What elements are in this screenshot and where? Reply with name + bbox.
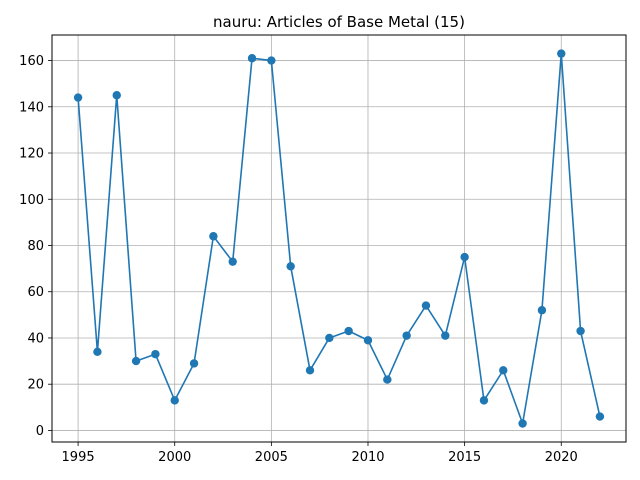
data-point bbox=[209, 232, 218, 241]
series-layer bbox=[73, 49, 605, 428]
y-tick-label: 140 bbox=[19, 100, 44, 115]
data-point bbox=[402, 331, 411, 340]
axis-ticks: 1995 2000 2005 2010 2015 2020 0 20 40 60 80 100 120 1… bbox=[19, 54, 578, 465]
data-point bbox=[286, 262, 295, 271]
series-line bbox=[77, 52, 601, 425]
data-point bbox=[151, 349, 160, 359]
x-tick-label: 2000 bbox=[158, 450, 191, 465]
data-point bbox=[267, 56, 276, 65]
data-point bbox=[247, 54, 257, 63]
data-point bbox=[73, 93, 83, 102]
data-point bbox=[228, 257, 237, 266]
data-point bbox=[460, 252, 469, 262]
data-point bbox=[325, 333, 334, 343]
data-point bbox=[557, 49, 566, 58]
data-point bbox=[537, 306, 547, 315]
chart-title: nauru: Articles of Base Metal (15) bbox=[213, 13, 465, 31]
data-point bbox=[383, 375, 392, 384]
grid-lines bbox=[52, 35, 626, 442]
y-tick-label: 40 bbox=[27, 331, 44, 346]
y-tick-label: 80 bbox=[27, 239, 44, 254]
x-tick-label: 2015 bbox=[448, 450, 481, 465]
x-tick-label: 1995 bbox=[62, 450, 95, 465]
data-point bbox=[112, 91, 121, 100]
plot-frame bbox=[51, 34, 627, 443]
data-point bbox=[518, 419, 527, 428]
x-tick-label: 2010 bbox=[351, 450, 384, 465]
data-point bbox=[93, 347, 102, 357]
y-tick-label: 160 bbox=[19, 54, 44, 69]
data-point bbox=[131, 356, 141, 366]
data-point bbox=[170, 396, 179, 405]
y-tick-label: 60 bbox=[27, 285, 44, 300]
data-point bbox=[595, 412, 605, 421]
x-tick-label: 2020 bbox=[545, 450, 578, 465]
y-tick-label: 100 bbox=[19, 193, 44, 208]
y-tick-label: 120 bbox=[19, 147, 44, 162]
data-point bbox=[499, 366, 508, 375]
data-point bbox=[576, 326, 585, 336]
data-point bbox=[189, 359, 199, 368]
data-point bbox=[421, 301, 431, 310]
x-tick-label: 2005 bbox=[255, 450, 288, 465]
y-tick-label: 0 bbox=[36, 424, 44, 439]
data-point bbox=[363, 336, 373, 345]
y-tick-label: 20 bbox=[27, 378, 44, 393]
data-point bbox=[441, 331, 450, 340]
data-point bbox=[479, 396, 489, 405]
data-point bbox=[344, 326, 353, 336]
data-point bbox=[305, 366, 315, 375]
